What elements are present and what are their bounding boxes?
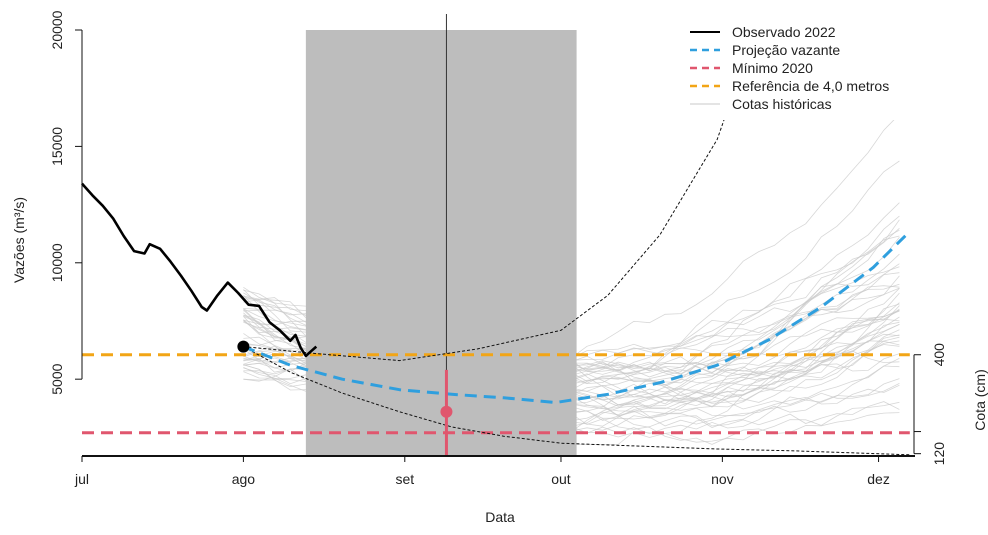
legend-label: Cotas históricas — [732, 96, 832, 112]
confidence-band — [243, 64, 910, 456]
axes: Data Vazões (m³/s) Cota (cm) jul ago set ou… — [11, 10, 988, 525]
x-tick-label: dez — [867, 471, 890, 487]
x-tick-label: set — [395, 471, 414, 487]
shaded-period — [305, 14, 577, 456]
series-line-1 — [81, 182, 318, 358]
y-tick-label: 15000 — [49, 127, 65, 166]
right-tick-label: 400 — [931, 343, 947, 367]
legend: Observado 2022 Projeção vazante Mínimo 202… — [678, 14, 914, 120]
legend-label: Projeção vazante — [732, 42, 840, 58]
right-axis-label: Cota (cm) — [972, 369, 988, 430]
x-axis-label: Data — [485, 509, 515, 525]
legend-label: Observado 2022 — [732, 24, 836, 40]
observed-endpoint — [237, 340, 250, 353]
y-axis-label: Vazões (m³/s) — [11, 197, 27, 283]
legend-label: Mínimo 2020 — [732, 60, 813, 76]
band-lower-line — [243, 346, 910, 456]
x-tick-label: ago — [232, 471, 256, 487]
y-tick-label: 10000 — [49, 243, 65, 282]
x-tick-label: nov — [711, 471, 734, 487]
series-lines — [81, 182, 911, 456]
y-tick-label: 5000 — [49, 363, 65, 394]
x-tick-label: jul — [74, 471, 89, 487]
marker-point — [440, 405, 453, 418]
shaded-region — [305, 30, 577, 456]
reference-lines — [82, 353, 910, 435]
band-upper-line — [243, 64, 744, 362]
series-line-2 — [242, 230, 911, 404]
right-tick-label: 120 — [931, 442, 947, 466]
legend-label: Referência de 4,0 metros — [732, 78, 889, 94]
y-tick-label: 20000 — [49, 10, 65, 49]
x-tick-label: out — [551, 471, 571, 487]
